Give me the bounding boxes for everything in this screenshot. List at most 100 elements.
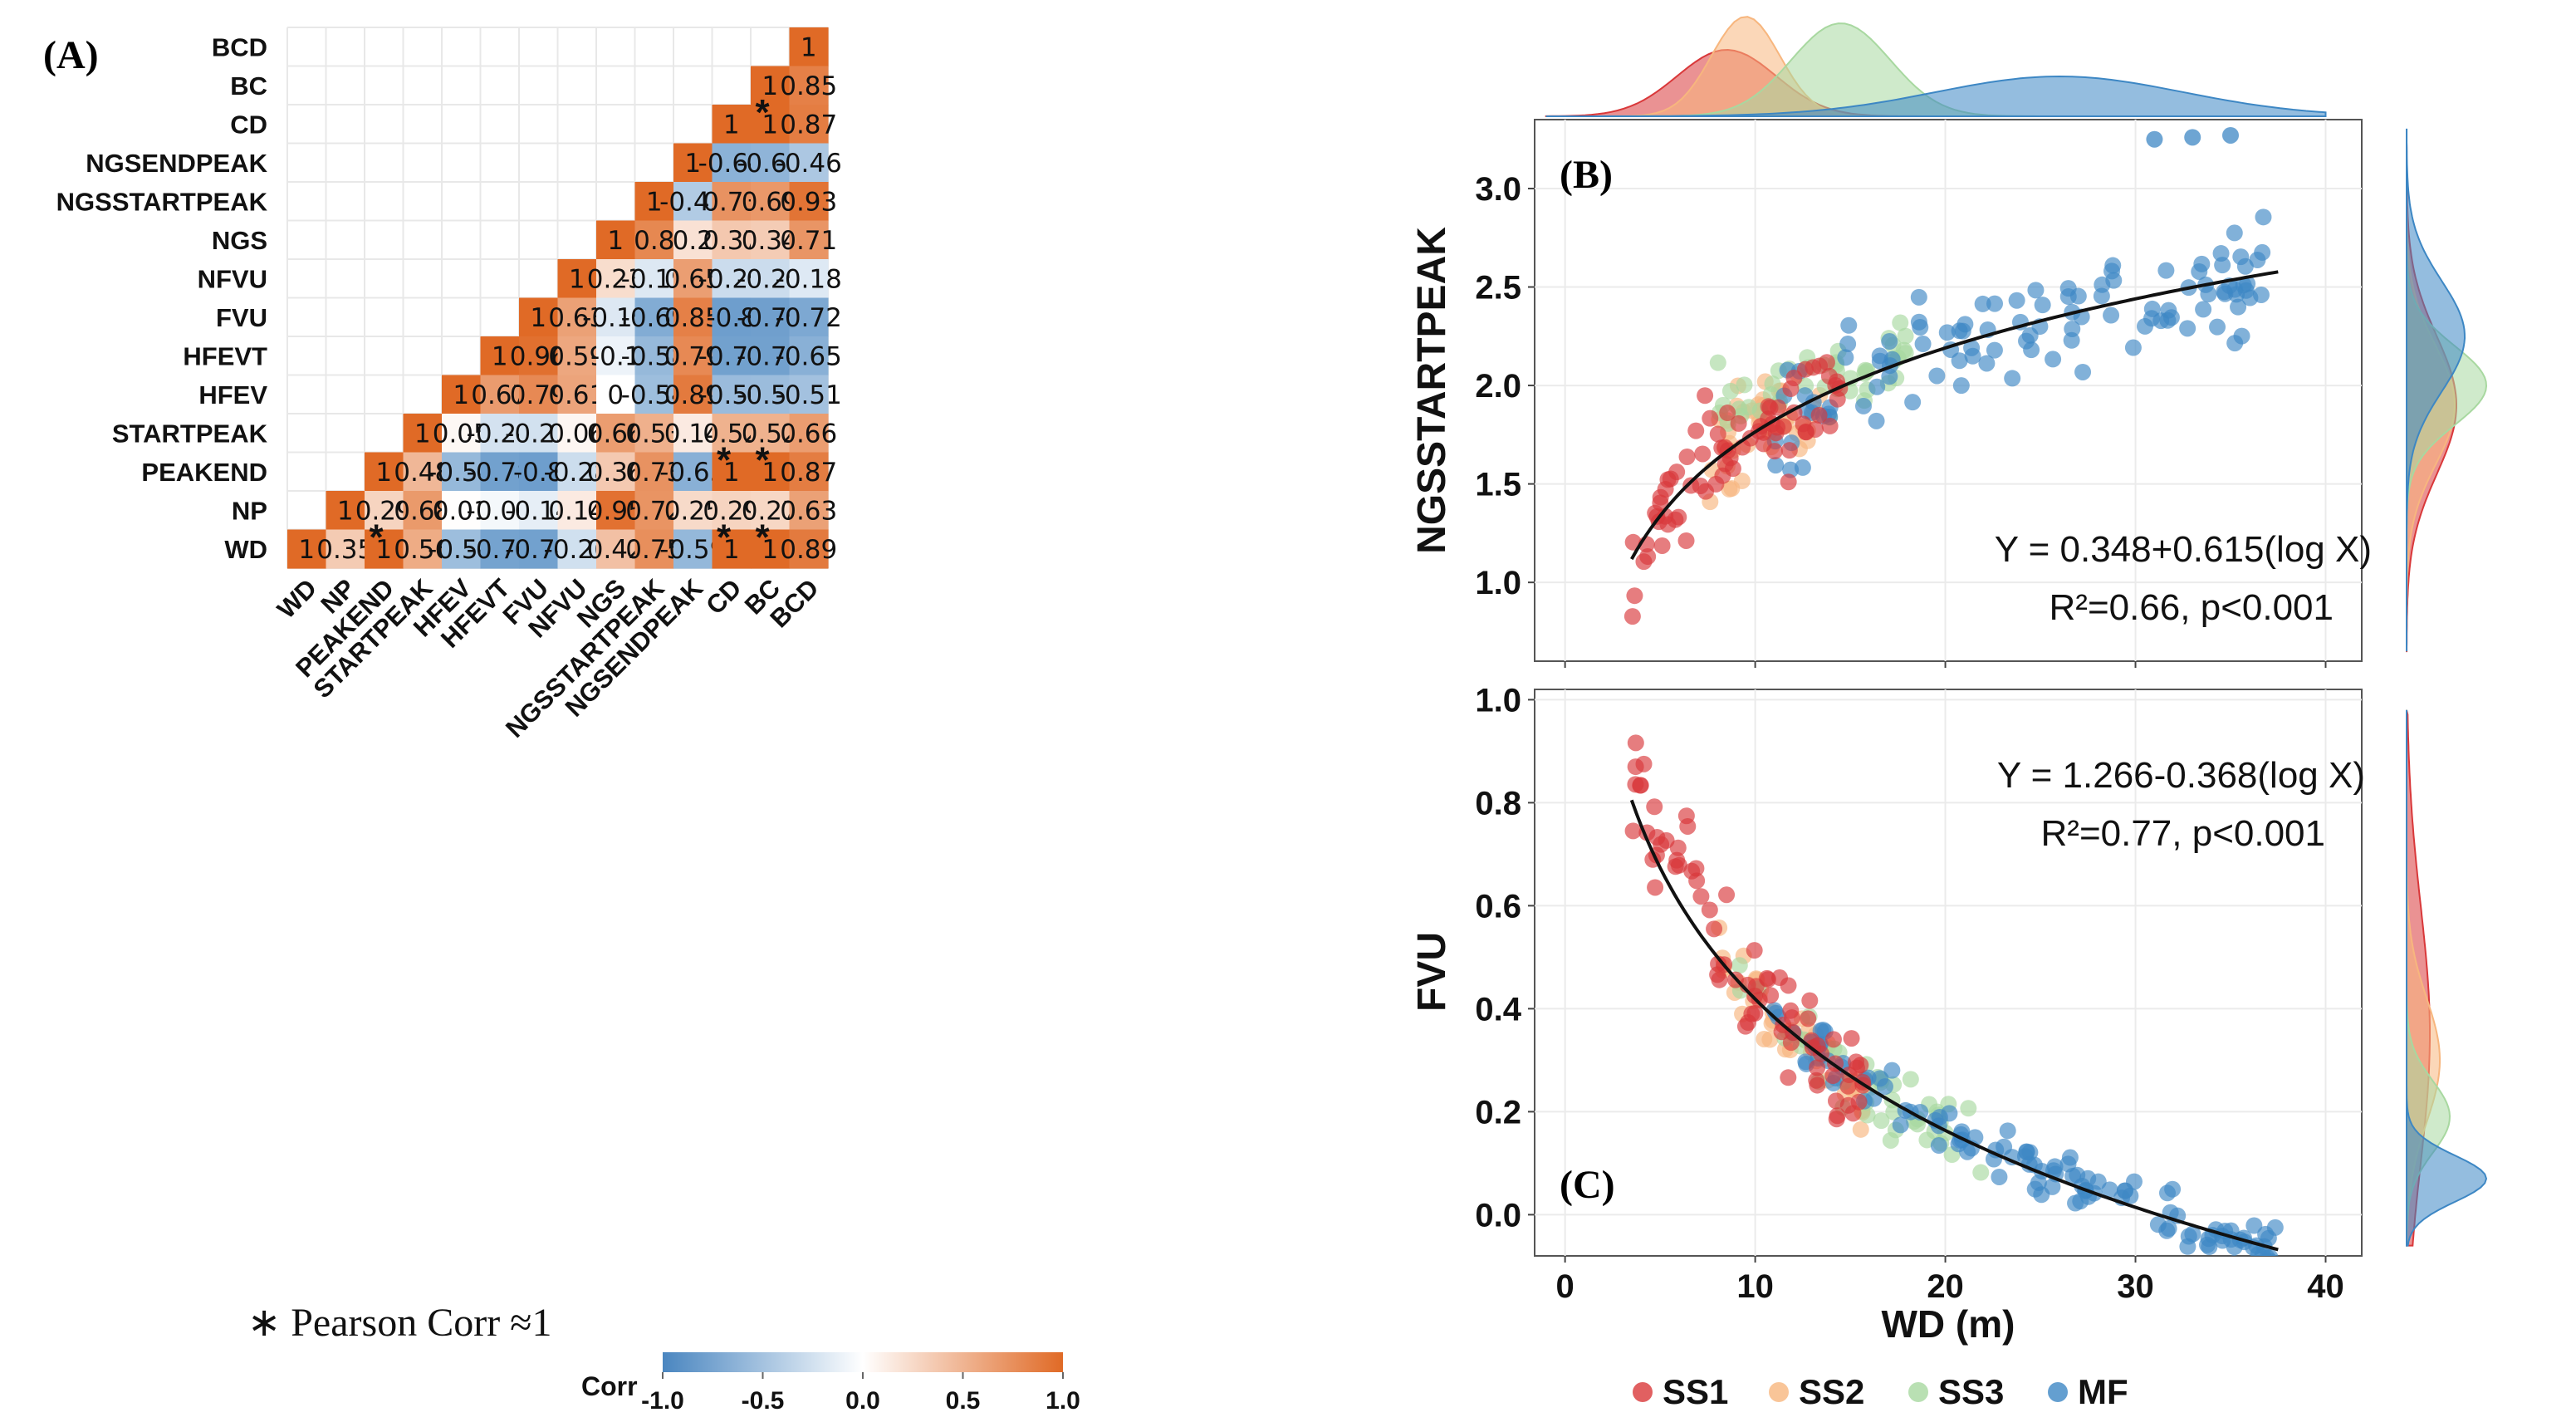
panel-b-y-label: NGSSTARTPEAK [1410,227,1454,554]
scatter-point-mf [2105,272,2123,289]
scatter-point-mf [1837,349,1854,366]
scatter-point-ss1 [1646,798,1663,816]
y-tick-label: 0.4 [1475,991,1521,1027]
scatter-point-mf [2117,1182,2134,1199]
scatter-point-ss1 [1635,755,1653,772]
scatter-point-mf [2249,251,2266,268]
heatmap-cell [596,259,636,299]
row-label: WD [224,535,267,564]
scatter-point-mf [2230,1255,2238,1256]
x-tick-label: 30 [2117,1268,2154,1305]
cell-value: 0.01 [433,496,490,526]
heatmap-cell [789,336,829,376]
heatmap-cell [673,529,713,569]
scatter-point-mf [2266,1219,2284,1236]
heatmap-cell [634,529,674,569]
heatmap-cell [519,414,559,454]
scatter-point-mf [1854,397,1872,414]
scatter-point-mf [2214,257,2231,274]
heatmap-cell [673,491,713,531]
scatter-point-ss1 [1839,1096,1857,1114]
scatter-point-ss1 [1711,971,1728,988]
scatter-point-ss1 [1843,1030,1860,1047]
scatter-point-mf [1931,1108,1948,1125]
scatter-point-mf [2226,224,2243,242]
scatter-point-mf [2230,298,2247,316]
panel-c-points [1624,734,2284,1256]
cell-value: 0.14 [548,496,605,526]
scatter-point-mf [1930,1137,1947,1155]
cell-value: 0.89 [664,380,722,410]
cell-value: 0.79 [664,341,722,371]
heatmap-cell [712,182,752,222]
scatter-point-mf [2222,126,2240,144]
heatmap-cell [557,452,597,492]
scatter-point-ss1 [1810,406,1828,424]
cell-value: 0.93 [780,187,837,217]
row-label: NGS [212,226,267,255]
colorbar-tick-label: -0.5 [742,1387,785,1415]
scatter-point-ss1 [1809,1059,1826,1076]
scatter-point-ss3 [1902,1071,1919,1088]
y-tick-label: 1.0 [1475,682,1521,718]
heatmap-cell [403,529,443,569]
heatmap-cell [403,491,443,531]
scatter-point-ss1 [1653,537,1671,554]
cell-value: 0.52 [703,419,760,449]
cell-value: 1 [530,303,546,333]
heatmap-cell [751,414,791,454]
legend-label-ss3: SS3 [1938,1372,2004,1411]
panel-c-stats: R²=0.77, p<0.001 [2041,813,2325,854]
heatmap-cell [789,491,829,531]
scatter-point-mf [2152,312,2170,330]
legend-swatch-mf [2048,1382,2068,1402]
correlation-heatmap: 11 0.851 1* 0.871-0.64-0.62-0.461-0.430.730… [287,27,842,569]
x-tick-label: 0 [1556,1268,1574,1305]
scatter-point-mf [2023,341,2040,359]
heatmap-cell [480,375,520,414]
y-tick-label: 0.2 [1475,1094,1521,1130]
scatter-point-mf [2034,297,2051,314]
colorbar-tick-label: 1.0 [1046,1387,1080,1415]
panel-c-label: (C) [1560,1163,1615,1207]
heatmap-cell [712,259,752,299]
heatmap-cell [751,491,791,531]
heatmap-cell [287,529,327,569]
scatter-point-ss3 [1892,314,1909,331]
heatmap-cell [712,375,752,414]
row-label: BCD [212,32,267,61]
heatmap-cell [365,491,404,531]
scatter-point-ss1 [1659,471,1677,488]
y-tick-label: 0.8 [1475,785,1521,821]
cell-value: 1 [684,149,701,179]
scatter-point-mf [1868,378,1886,395]
y-tick-label: 1.0 [1475,565,1521,601]
scatter-point-ss1 [1697,387,1714,405]
legend-label-ss2: SS2 [1799,1372,1864,1411]
cell-value: -0.8 [513,458,564,488]
cell-value: 1 [762,71,778,101]
scatter-point-ss2 [1723,480,1741,498]
heatmap-cell [712,105,752,145]
cell-value: 1 [375,535,392,565]
scatter-point-ss1 [1780,473,1797,491]
scatter-point-mf [1986,295,2004,312]
scatter-point-mf [2184,129,2201,146]
scatter-point-ss1 [1687,422,1705,439]
scatter-point-mf [1881,368,1898,385]
row-label: NP [232,496,267,525]
heatmap-cell [442,452,482,492]
scatter-point-mf [2093,287,2110,305]
density-mf [2406,128,2466,652]
cell-value: 0.23 [587,264,644,294]
cell-value: 0.68 [394,496,451,526]
heatmap-cell [519,336,559,376]
cell-value: 1 [646,187,663,217]
colorbar-ticks: -1.0 -0.5 0.0 0.5 1.0 [641,1372,1080,1415]
scatter-point-mf [2228,286,2245,303]
heatmap-cell [751,220,791,260]
cell-value: 0.25 [664,496,722,526]
panel-c-equation: Y = 1.266-0.368(log X) [1997,755,2365,796]
heatmap-cell [519,452,559,492]
scatter-point-ss1 [1829,390,1846,408]
